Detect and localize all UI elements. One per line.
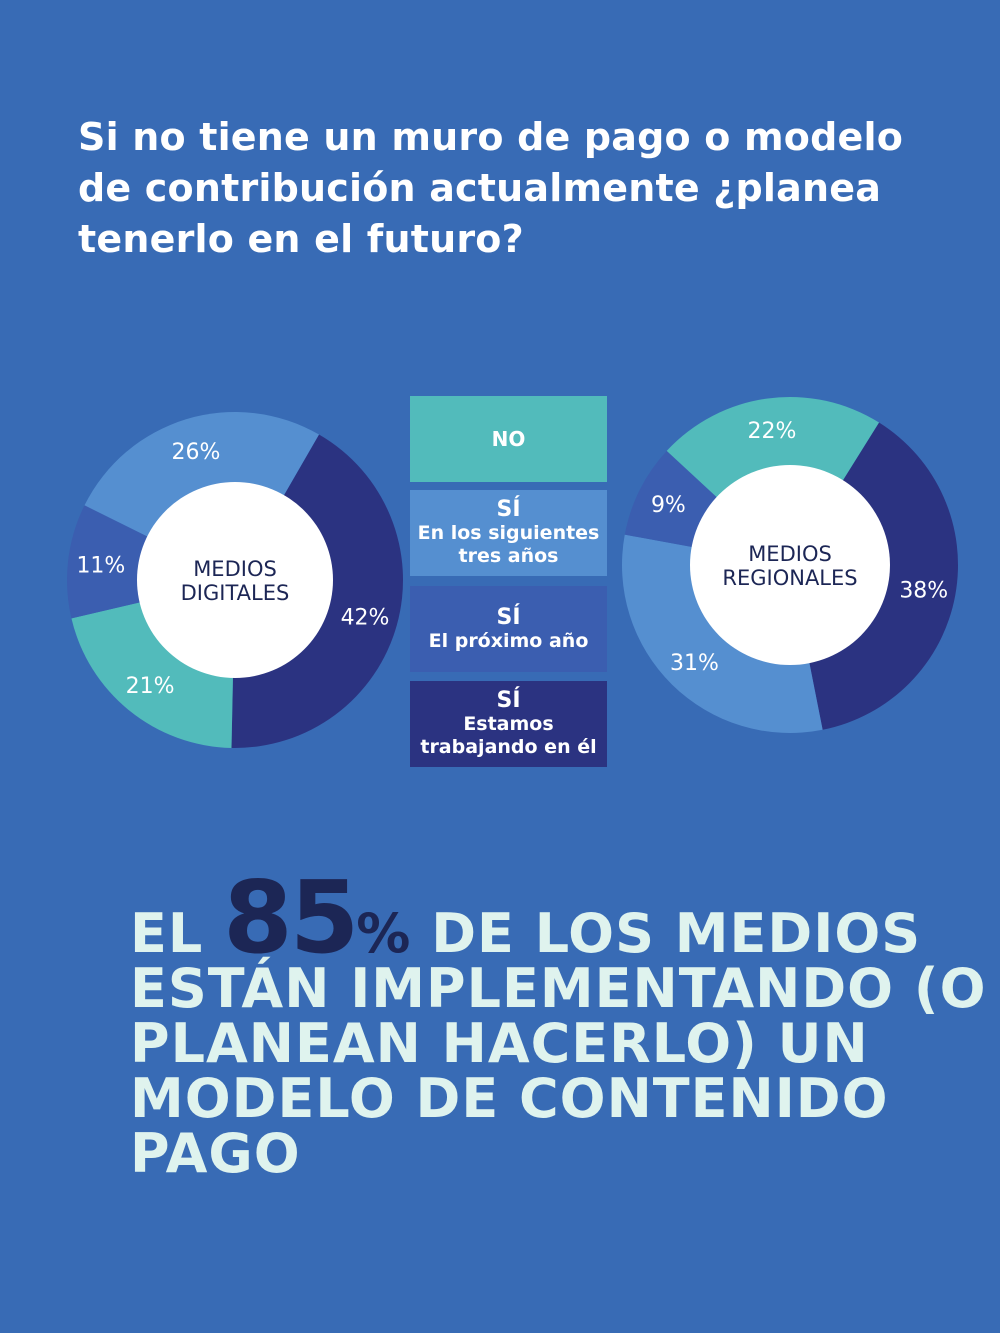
legend-item-no: NO xyxy=(410,396,607,482)
slice-label-digitales-3: 26% xyxy=(172,440,221,465)
legend-label-si: SÍ xyxy=(496,604,521,630)
legend-label-si: SÍ xyxy=(496,688,521,713)
legend-label-trabajando-2: trabajando en él xyxy=(420,736,597,758)
slice-label-regionales-2: 9% xyxy=(651,493,686,518)
question-title: Si no tiene un muro de pago o modelo de … xyxy=(78,115,904,261)
legend-label-tres-anos: En los siguientes tres años xyxy=(417,522,600,567)
donut-hole-regionales xyxy=(690,465,890,665)
slice-label-regionales-1: 31% xyxy=(670,651,719,676)
headline-pre: EL xyxy=(130,902,224,965)
center-label-regionales-0: MEDIOS xyxy=(748,542,832,566)
legend-label-trabajando-1: Estamos xyxy=(463,713,554,735)
legend-item-si-tres-anos: SÍ En los siguientes tres años xyxy=(410,490,607,576)
slice-label-digitales-0: 42% xyxy=(341,605,390,630)
legend-item-si-proximo-ano: SÍ El próximo año xyxy=(410,586,607,672)
legend-label-no: NO xyxy=(491,427,526,451)
slice-label-regionales-0: 38% xyxy=(899,579,948,604)
legend-label-si: SÍ xyxy=(496,497,521,522)
legend-item-si-trabajando: SÍ Estamos trabajando en él xyxy=(410,681,607,767)
headline: EL 85% DE LOS MEDIOS ESTÁN IMPLEMENTANDO… xyxy=(130,868,990,1182)
headline-big-number: 85 xyxy=(223,859,359,976)
center-label-regionales-1: REGIONALES xyxy=(722,566,857,590)
donut-hole-digitales xyxy=(137,482,333,678)
headline-percent-sign: % xyxy=(356,902,412,965)
slice-label-digitales-2: 11% xyxy=(76,553,125,578)
headline-rest: DE LOS MEDIOS ESTÁN IMPLEMENTANDO (O PLA… xyxy=(130,902,987,1185)
center-label-digitales-1: DIGITALES xyxy=(181,581,290,605)
legend-label-proximo-ano: El próximo año xyxy=(428,629,589,652)
center-label-digitales-0: MEDIOS xyxy=(193,557,277,581)
slice-label-digitales-1: 21% xyxy=(126,674,175,699)
slice-label-regionales-3: 22% xyxy=(748,419,797,444)
